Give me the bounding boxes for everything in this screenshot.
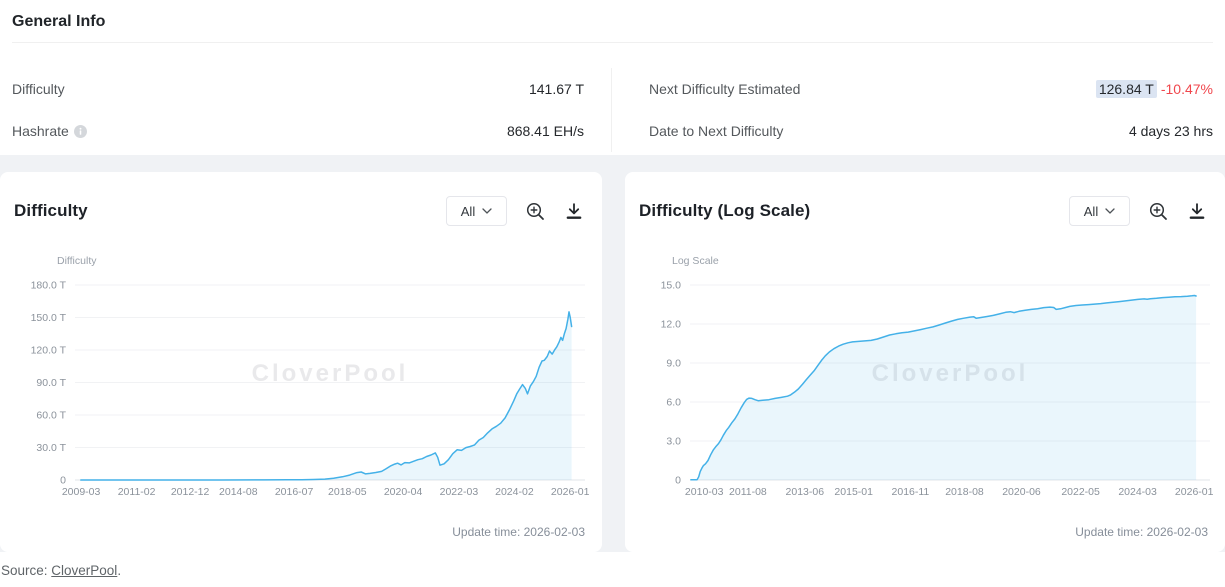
range-select[interactable]: All xyxy=(1069,196,1130,226)
svg-text:120.0 T: 120.0 T xyxy=(31,345,67,357)
svg-text:2009-03: 2009-03 xyxy=(62,486,101,498)
svg-text:2018-08: 2018-08 xyxy=(945,486,984,498)
svg-text:2022-05: 2022-05 xyxy=(1061,486,1100,498)
update-time: Update time: 2026-02-03 xyxy=(452,525,585,539)
svg-text:180.0 T: 180.0 T xyxy=(31,280,67,292)
date-to-next-label: Date to Next Difficulty xyxy=(649,123,784,139)
info-grid: Difficulty 141.67 T Hashrate 868.41 EH/s… xyxy=(12,68,1213,152)
zoom-in-icon[interactable] xyxy=(1147,200,1169,222)
next-difficulty-change: -10.47% xyxy=(1160,81,1213,97)
svg-text:0: 0 xyxy=(675,475,681,487)
chart-title: Difficulty (Log Scale) xyxy=(639,201,811,220)
svg-text:2024-02: 2024-02 xyxy=(495,486,534,498)
difficulty-chart-canvas: 0 30.0 T 60.0 T 90.0 T 120.0 T 150.0 T 180.0 T… xyxy=(31,255,590,498)
range-select[interactable]: All xyxy=(446,196,507,226)
svg-text:2026-01: 2026-01 xyxy=(551,486,590,498)
next-difficulty-estimate: 126.84 T xyxy=(1095,80,1157,98)
next-difficulty-row: Next Difficulty Estimated 126.84 T -10.47… xyxy=(649,68,1213,110)
svg-text:Log Scale: Log Scale xyxy=(672,255,719,267)
download-icon[interactable] xyxy=(563,200,585,222)
svg-text:2022-03: 2022-03 xyxy=(440,486,479,498)
next-difficulty-label: Next Difficulty Estimated xyxy=(649,81,801,97)
svg-text:2011-02: 2011-02 xyxy=(118,486,156,498)
svg-text:2020-06: 2020-06 xyxy=(1002,486,1041,498)
range-select-value: All xyxy=(1083,203,1099,219)
svg-text:2024-03: 2024-03 xyxy=(1118,486,1157,498)
divider xyxy=(12,42,1213,43)
svg-text:150.0 T: 150.0 T xyxy=(31,312,67,324)
source-line: Source: CloverPool. xyxy=(0,552,1225,578)
charts-section: Difficulty All xyxy=(0,155,1225,552)
svg-text:2016-11: 2016-11 xyxy=(892,486,930,498)
date-to-next-value: 4 days 23 hrs xyxy=(1128,123,1213,139)
svg-text:30.0 T: 30.0 T xyxy=(36,442,66,454)
svg-text:2018-05: 2018-05 xyxy=(328,486,367,498)
svg-text:3.0: 3.0 xyxy=(666,436,681,448)
info-icon[interactable] xyxy=(73,124,87,138)
svg-text:Difficulty: Difficulty xyxy=(57,255,97,267)
general-info-section: General Info Difficulty 141.67 T Hashrat… xyxy=(0,0,1225,152)
download-icon[interactable] xyxy=(1186,200,1208,222)
svg-text:0: 0 xyxy=(60,475,66,487)
svg-text:2015-01: 2015-01 xyxy=(834,486,873,498)
svg-text:12.0: 12.0 xyxy=(661,319,682,331)
svg-text:2010-03: 2010-03 xyxy=(685,486,724,498)
hashrate-row: Hashrate 868.41 EH/s xyxy=(12,110,584,152)
next-difficulty-value: 126.84 T -10.47% xyxy=(1095,80,1213,98)
range-select-value: All xyxy=(460,203,476,219)
svg-text:60.0 T: 60.0 T xyxy=(36,410,66,422)
chart-controls: All xyxy=(1069,196,1208,226)
zoom-in-icon[interactable] xyxy=(524,200,546,222)
source-suffix: . xyxy=(117,563,122,578)
svg-text:2013-06: 2013-06 xyxy=(786,486,825,498)
svg-text:90.0 T: 90.0 T xyxy=(36,377,66,389)
card-header: Difficulty All xyxy=(0,172,602,226)
difficulty-log-chart-canvas: 0 3.0 6.0 9.0 12.0 15.0 2010-03 2011-08 2013-06 2… xyxy=(661,255,1214,498)
svg-text:2026-01: 2026-01 xyxy=(1175,486,1214,498)
hashrate-value: 868.41 EH/s xyxy=(506,123,584,139)
page-title: General Info xyxy=(12,13,106,30)
source-link[interactable]: CloverPool xyxy=(51,563,118,578)
difficulty-log-chart-card: Difficulty (Log Scale) All xyxy=(625,172,1225,552)
svg-text:2016-07: 2016-07 xyxy=(275,486,314,498)
source-prefix: Source: xyxy=(1,563,52,578)
hashrate-label: Hashrate xyxy=(12,123,87,139)
update-time: Update time: 2026-02-03 xyxy=(1075,525,1208,539)
info-column-right: Next Difficulty Estimated 126.84 T -10.47… xyxy=(612,68,1213,152)
chevron-down-icon xyxy=(1105,208,1115,214)
svg-text:2014-08: 2014-08 xyxy=(219,486,258,498)
date-to-next-row: Date to Next Difficulty 4 days 23 hrs xyxy=(649,110,1213,152)
svg-text:2012-12: 2012-12 xyxy=(171,486,210,498)
svg-text:9.0: 9.0 xyxy=(666,358,681,370)
svg-text:2020-04: 2020-04 xyxy=(384,486,423,498)
chevron-down-icon xyxy=(482,208,492,214)
card-header: Difficulty (Log Scale) All xyxy=(625,172,1225,226)
svg-text:6.0: 6.0 xyxy=(666,397,681,409)
svg-text:15.0: 15.0 xyxy=(661,280,682,292)
chart-controls: All xyxy=(446,196,585,226)
chart-title: Difficulty xyxy=(14,201,88,220)
difficulty-label: Difficulty xyxy=(12,81,65,97)
info-column-left: Difficulty 141.67 T Hashrate 868.41 EH/s xyxy=(12,68,612,152)
svg-text:2011-08: 2011-08 xyxy=(729,486,767,498)
difficulty-value: 141.67 T xyxy=(528,81,584,97)
difficulty-chart-card: Difficulty All xyxy=(0,172,602,552)
difficulty-row: Difficulty 141.67 T xyxy=(12,68,584,110)
